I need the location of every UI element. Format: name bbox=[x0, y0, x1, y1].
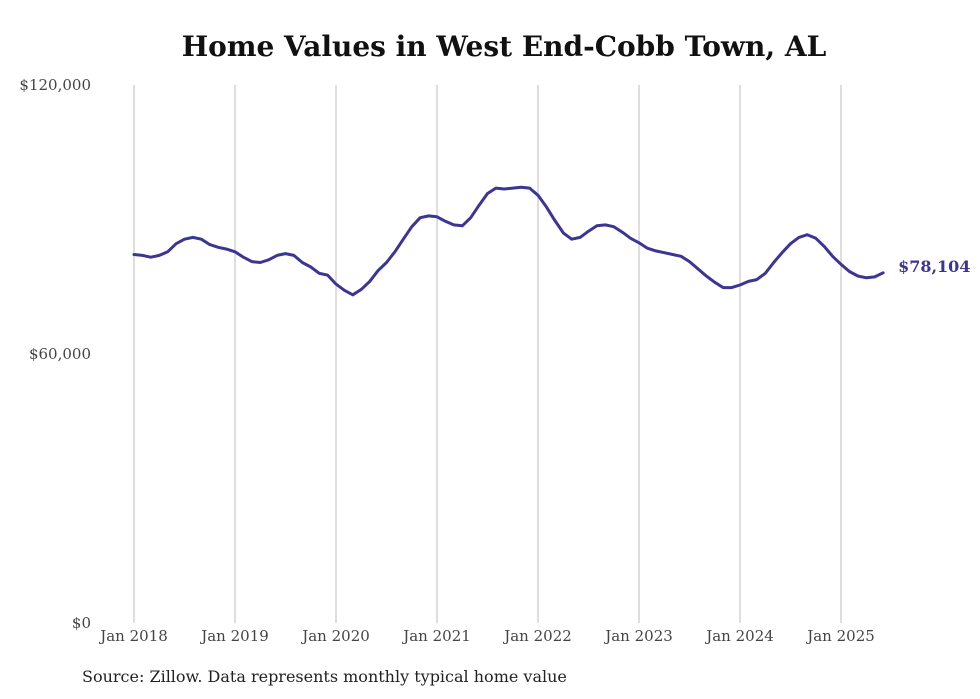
x-tick-label: Jan 2018 bbox=[98, 627, 168, 645]
x-tick-label: Jan 2024 bbox=[704, 627, 774, 645]
x-tick-label: Jan 2025 bbox=[805, 627, 875, 645]
x-axis: Jan 2018 Jan 2019 Jan 2020 Jan 2021 Jan 2022… bbox=[98, 627, 875, 645]
end-value-label: $78,104 bbox=[898, 257, 970, 276]
y-tick-label: $0 bbox=[72, 614, 91, 632]
x-tick-label: Jan 2023 bbox=[603, 627, 673, 645]
y-tick-label: $120,000 bbox=[19, 76, 91, 94]
x-tick-label: Jan 2020 bbox=[300, 627, 370, 645]
y-axis: $0 $60,000 $120,000 bbox=[19, 76, 91, 632]
chart-title: Home Values in West End-Cobb Town, AL bbox=[181, 30, 827, 63]
source-note: Source: Zillow. Data represents monthly … bbox=[82, 667, 567, 686]
x-tick-label: Jan 2019 bbox=[199, 627, 269, 645]
series-group: $78,104 bbox=[132, 185, 970, 297]
y-tick-label: $60,000 bbox=[29, 345, 91, 363]
grid-lines bbox=[133, 85, 842, 623]
series-line bbox=[132, 185, 885, 297]
x-tick-label: Jan 2021 bbox=[401, 627, 471, 645]
x-tick-label: Jan 2022 bbox=[502, 627, 572, 645]
